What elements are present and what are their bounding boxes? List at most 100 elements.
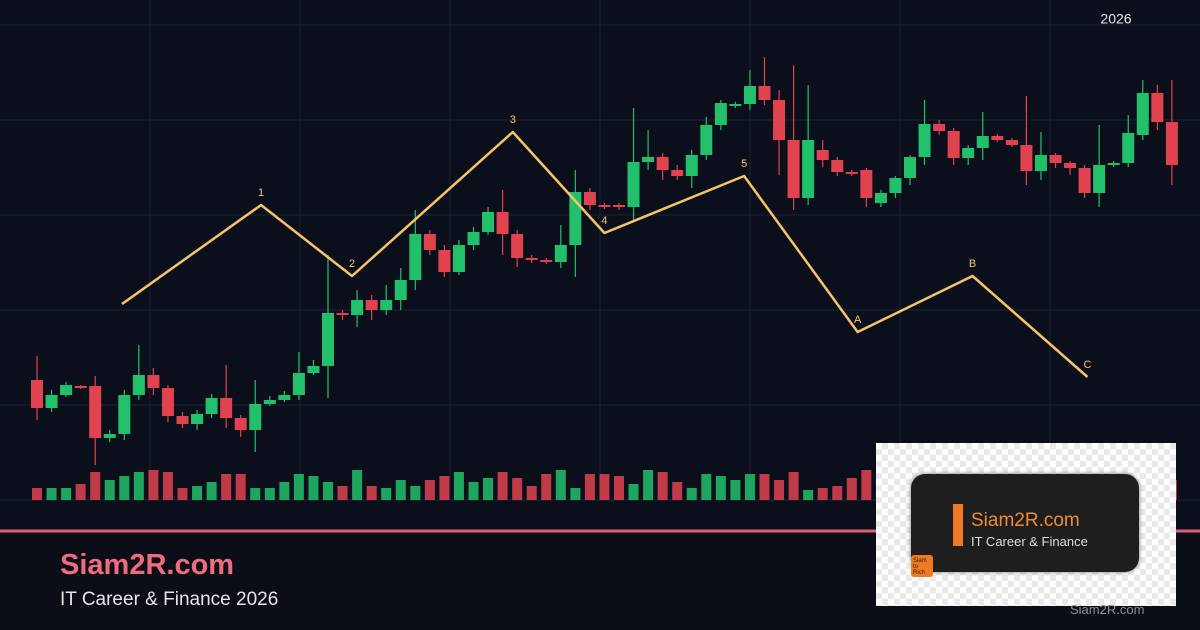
wave-line [121, 130, 1089, 378]
volume-bar [526, 486, 537, 500]
volume-bar [133, 472, 144, 500]
volume-bar [206, 482, 217, 500]
volume-bar [453, 472, 464, 500]
volume-bar [861, 470, 872, 500]
candle-body [918, 124, 931, 157]
candle-body [132, 375, 145, 395]
brand-title: Siam2R.com [60, 549, 235, 581]
candle-body [176, 416, 189, 424]
candle-body [1020, 145, 1033, 171]
volume-bar [323, 482, 333, 500]
volume-bar [395, 480, 406, 500]
candle-body [1064, 163, 1077, 168]
volume-bar [119, 476, 130, 500]
logo-card: Siam2R.com IT Career & Finance Siam to R… [911, 474, 1139, 577]
volume-bar [730, 480, 741, 500]
candle-body [89, 386, 102, 438]
candle-body [831, 160, 844, 172]
candle-body [191, 414, 204, 424]
candle-body [45, 395, 58, 408]
candle-body [1093, 165, 1106, 193]
candle-body [438, 250, 451, 272]
candle-body [962, 148, 975, 158]
volume-bar [250, 488, 261, 500]
candle-body [991, 136, 1004, 140]
volume-bar [148, 470, 159, 500]
volume-bar [264, 488, 275, 500]
candle-body [889, 178, 902, 193]
volume-bar [192, 486, 203, 500]
candle-body [234, 418, 247, 430]
candle-body [161, 388, 174, 416]
candle-body [336, 313, 349, 315]
candle-body [714, 103, 727, 125]
candle-body [729, 104, 742, 106]
candle-body [627, 162, 640, 207]
volume-bar [817, 488, 828, 500]
wave-label: 1 [258, 187, 264, 199]
candle-body [1122, 133, 1135, 163]
candle-body [1005, 140, 1018, 145]
candle-body [802, 140, 815, 198]
candle-body [60, 385, 73, 395]
volume-bar [759, 474, 770, 500]
candle-body [292, 373, 305, 395]
candle-body [423, 234, 436, 250]
candle-body [525, 258, 538, 260]
logo-badge: Siam to Rich [911, 555, 933, 577]
volume-bar [715, 476, 726, 500]
volume-bar [686, 488, 697, 500]
volume-bar [104, 480, 115, 500]
volume-bar [774, 480, 785, 500]
volume-bar [788, 472, 799, 500]
candle-body [482, 212, 495, 232]
volume-bar [352, 470, 363, 500]
candle-body [1078, 168, 1091, 193]
volume-bar [424, 480, 435, 500]
candle-body [947, 131, 960, 158]
volume-bar [381, 488, 392, 500]
candle-body [671, 170, 684, 176]
brand-subtitle: IT Career & Finance 2026 [60, 589, 279, 610]
logo: Siam2R.com IT Career & Finance Siam to R… [876, 443, 1176, 606]
candle-body [351, 300, 364, 315]
volume-bar [803, 490, 814, 500]
volume-bar [672, 482, 683, 500]
candle-body [787, 140, 800, 198]
volume-bar [832, 486, 843, 500]
candle-body [613, 205, 625, 207]
logo-name: Siam2R.com [971, 510, 1080, 531]
candle-body [205, 398, 218, 414]
candle-body [1034, 155, 1047, 171]
volume-bar [46, 488, 57, 500]
wave-label: 3 [510, 114, 516, 126]
candle-body [249, 404, 262, 430]
volume-bar [483, 478, 494, 500]
year-label: 2026 [1100, 11, 1131, 27]
candle-body [409, 234, 422, 280]
volume-bar [75, 484, 86, 500]
candle-body [1165, 122, 1178, 165]
volume-bar [570, 488, 581, 500]
candle-body [845, 172, 858, 174]
volume-bar [61, 488, 72, 500]
candle-body [933, 124, 946, 131]
volume-bar [614, 476, 624, 500]
volume-bar [410, 486, 421, 500]
candle-body [685, 155, 698, 176]
candle-body [74, 386, 87, 388]
candle-body [1107, 163, 1120, 165]
volume-bar [657, 472, 668, 500]
candle-body [743, 86, 756, 104]
wave-label: 2 [349, 258, 355, 270]
candle-body [773, 100, 786, 140]
candle-body [103, 434, 116, 438]
wave-label: C [1084, 359, 1092, 371]
volume-bar [162, 472, 173, 500]
candle-body [540, 260, 553, 262]
volume-bar [221, 474, 232, 500]
wave-label: 4 [601, 215, 607, 227]
volume-bar [439, 476, 450, 500]
volume-bar [584, 474, 595, 500]
